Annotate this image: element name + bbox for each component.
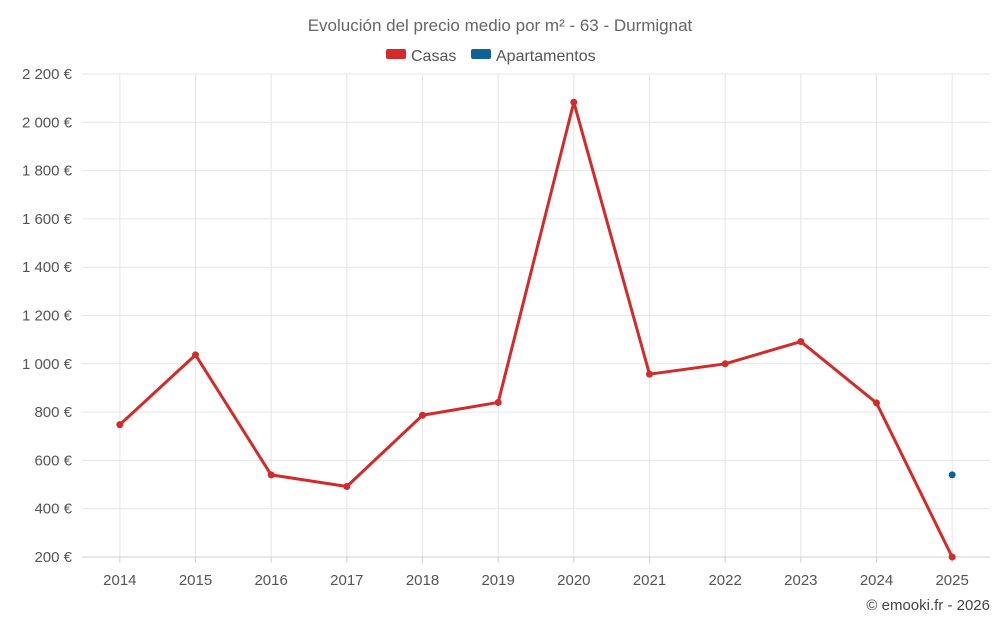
- data-point-casas[interactable]: [948, 553, 956, 561]
- data-point-casas[interactable]: [797, 338, 805, 346]
- gridlines: [82, 73, 990, 557]
- x-tick-label: 2022: [708, 572, 741, 589]
- legend: Casas Apartamentos: [386, 48, 596, 65]
- y-tick-label: 1 600 €: [22, 211, 73, 228]
- series-line-casas: [118, 100, 954, 558]
- x-tick-label: 2020: [557, 572, 590, 589]
- x-tick-label: 2014: [103, 572, 136, 589]
- data-point-casas[interactable]: [646, 370, 653, 378]
- y-tick-label: 200 €: [34, 549, 72, 566]
- x-tick-label: 2017: [330, 572, 363, 589]
- y-tick-label: 400 €: [34, 501, 72, 518]
- y-tick-label: 1 200 €: [22, 308, 73, 325]
- x-tick-label: 2024: [860, 572, 893, 589]
- legend-swatch-casas: [386, 49, 406, 59]
- x-tick-label: 2021: [633, 572, 666, 589]
- y-tick-label: 600 €: [34, 452, 72, 469]
- x-tick-label: 2019: [481, 572, 514, 589]
- y-tick-label: 800 €: [34, 404, 72, 421]
- y-tick-label: 2 000 €: [22, 114, 73, 131]
- legend-label-apartamentos: Apartamentos: [496, 48, 596, 65]
- data-point-casas[interactable]: [721, 360, 729, 368]
- chart-title: Evolución del precio medio por m² - 63 -…: [308, 16, 693, 35]
- data-point-apartamentos[interactable]: [948, 471, 956, 479]
- data-point-casas[interactable]: [116, 421, 124, 429]
- y-tick-label: 1 000 €: [22, 356, 73, 373]
- y-tick-label: 1 400 €: [22, 259, 73, 276]
- x-tick-label: 2025: [935, 572, 968, 589]
- x-tick-label: 2016: [254, 572, 287, 589]
- series-layer: [116, 98, 956, 561]
- legend-item-casas[interactable]: Casas: [386, 48, 456, 65]
- legend-label-casas: Casas: [411, 48, 456, 65]
- data-point-casas[interactable]: [494, 398, 502, 406]
- y-axis: 200 € 400 € 600 € 800 € 1 000 € 1 200 € 1 400 …: [22, 66, 73, 566]
- data-point-casas[interactable]: [192, 351, 199, 359]
- data-point-casas[interactable]: [343, 482, 351, 490]
- data-point-casas[interactable]: [570, 98, 578, 106]
- x-axis: 2014 2015 2016 2017 2018 2019 2020 2021 2022 2023…: [82, 556, 990, 589]
- legend-item-apartamentos[interactable]: Apartamentos: [471, 48, 596, 65]
- x-tick-label: 2015: [179, 572, 212, 589]
- x-tick-label: 2018: [406, 572, 439, 589]
- data-point-casas[interactable]: [267, 471, 275, 479]
- x-tick-label: 2023: [784, 572, 817, 589]
- y-tick-label: 1 800 €: [22, 163, 73, 180]
- data-point-casas[interactable]: [419, 411, 426, 419]
- credit-text: © emooki.fr - 2026: [866, 597, 990, 614]
- data-point-casas[interactable]: [873, 399, 880, 407]
- legend-swatch-apartamentos: [471, 49, 491, 59]
- y-tick-label: 2 200 €: [22, 66, 73, 83]
